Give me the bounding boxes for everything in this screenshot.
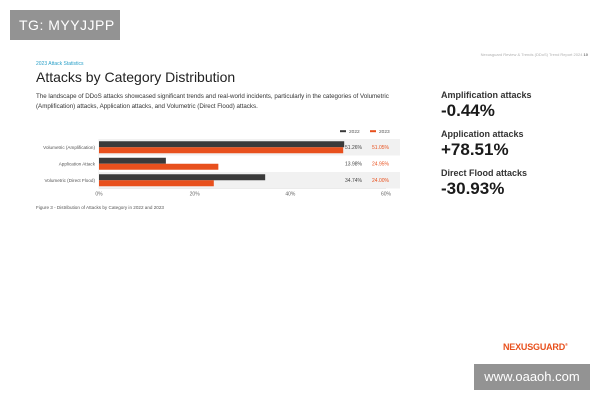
stat-amplification: Amplification attacks -0.44% bbox=[441, 90, 591, 121]
legend-label-2022: 2022 bbox=[349, 129, 360, 135]
value-label-2023: 24.00% bbox=[372, 178, 390, 184]
category-label: Application Attack bbox=[59, 162, 96, 167]
nexusguard-logo: NEXUSGUARD® bbox=[503, 342, 568, 352]
value-label-2022: 51.26% bbox=[345, 145, 363, 151]
legend-label-2023: 2023 bbox=[379, 129, 390, 135]
chart-category-labels: Volumetric (Amplification) Application At… bbox=[43, 145, 96, 183]
category-label: Volumetric (Amplification) bbox=[43, 145, 95, 150]
chart-x-ticks: 0% 20% 40% 60% bbox=[95, 192, 391, 198]
value-label-2022: 34.74% bbox=[345, 178, 363, 184]
x-tick-label: 20% bbox=[190, 192, 201, 198]
chart-bars bbox=[99, 141, 345, 187]
bar-2023 bbox=[99, 163, 219, 170]
legend-swatch-2023 bbox=[370, 130, 376, 133]
x-tick-label: 40% bbox=[285, 192, 296, 198]
stat-value: -30.93% bbox=[441, 179, 505, 198]
legend-swatch-2022 bbox=[340, 130, 346, 133]
logo-registered-mark: ® bbox=[565, 342, 568, 347]
stat-value: +78.51% bbox=[441, 140, 509, 159]
stat-label: Amplification attacks bbox=[441, 90, 532, 100]
value-label-2023: 51.05% bbox=[372, 145, 390, 151]
report-reference: Nexusguard Review & Trends (DDoS) Trend … bbox=[481, 52, 588, 57]
bar-2023 bbox=[99, 180, 214, 187]
logo-part-1: NEXUS bbox=[503, 342, 534, 352]
stat-application: Application attacks +78.51% bbox=[441, 129, 591, 160]
bar-2022 bbox=[99, 141, 345, 148]
value-label-2022: 13.98% bbox=[345, 162, 363, 168]
category-label: Volumetric (Direct Flood) bbox=[44, 178, 95, 183]
report-ref-text: Nexusguard Review & Trends (DDoS) Trend … bbox=[480, 52, 583, 57]
stat-label: Application attacks bbox=[441, 129, 524, 139]
x-tick-label: 60% bbox=[381, 192, 392, 198]
figure-caption: Figure 3 - Distribution of Attacks by Ca… bbox=[36, 205, 164, 210]
bar-2023 bbox=[99, 147, 344, 154]
value-label-2023: 24.95% bbox=[372, 162, 390, 168]
stat-direct-flood: Direct Flood attacks -30.93% bbox=[441, 168, 591, 199]
section-label: 2023 Attack Statistics bbox=[36, 61, 84, 67]
bar-2022 bbox=[99, 157, 166, 164]
page-title: Attacks by Category Distribution bbox=[36, 69, 236, 85]
intro-paragraph: The landscape of DDoS attacks showcased … bbox=[36, 93, 389, 110]
chart-value-labels: 51.26% 51.05% 13.98% 24.95% 34.74% 24.00% bbox=[345, 145, 390, 184]
watermark-bottom-right: www.oaaoh.com bbox=[474, 364, 590, 390]
chart-legend: 2022 2023 bbox=[340, 129, 390, 135]
stat-value: -0.44% bbox=[441, 101, 495, 120]
stats-panel: Amplification attacks -0.44% Application… bbox=[441, 90, 591, 207]
watermark-top-left: TG: MYYJJPP bbox=[10, 10, 120, 40]
stat-label: Direct Flood attacks bbox=[441, 168, 528, 178]
logo-part-2: GUARD bbox=[533, 342, 566, 352]
page-number: 10 bbox=[583, 52, 588, 57]
x-tick-label: 0% bbox=[95, 192, 103, 198]
bar-2022 bbox=[99, 174, 266, 181]
